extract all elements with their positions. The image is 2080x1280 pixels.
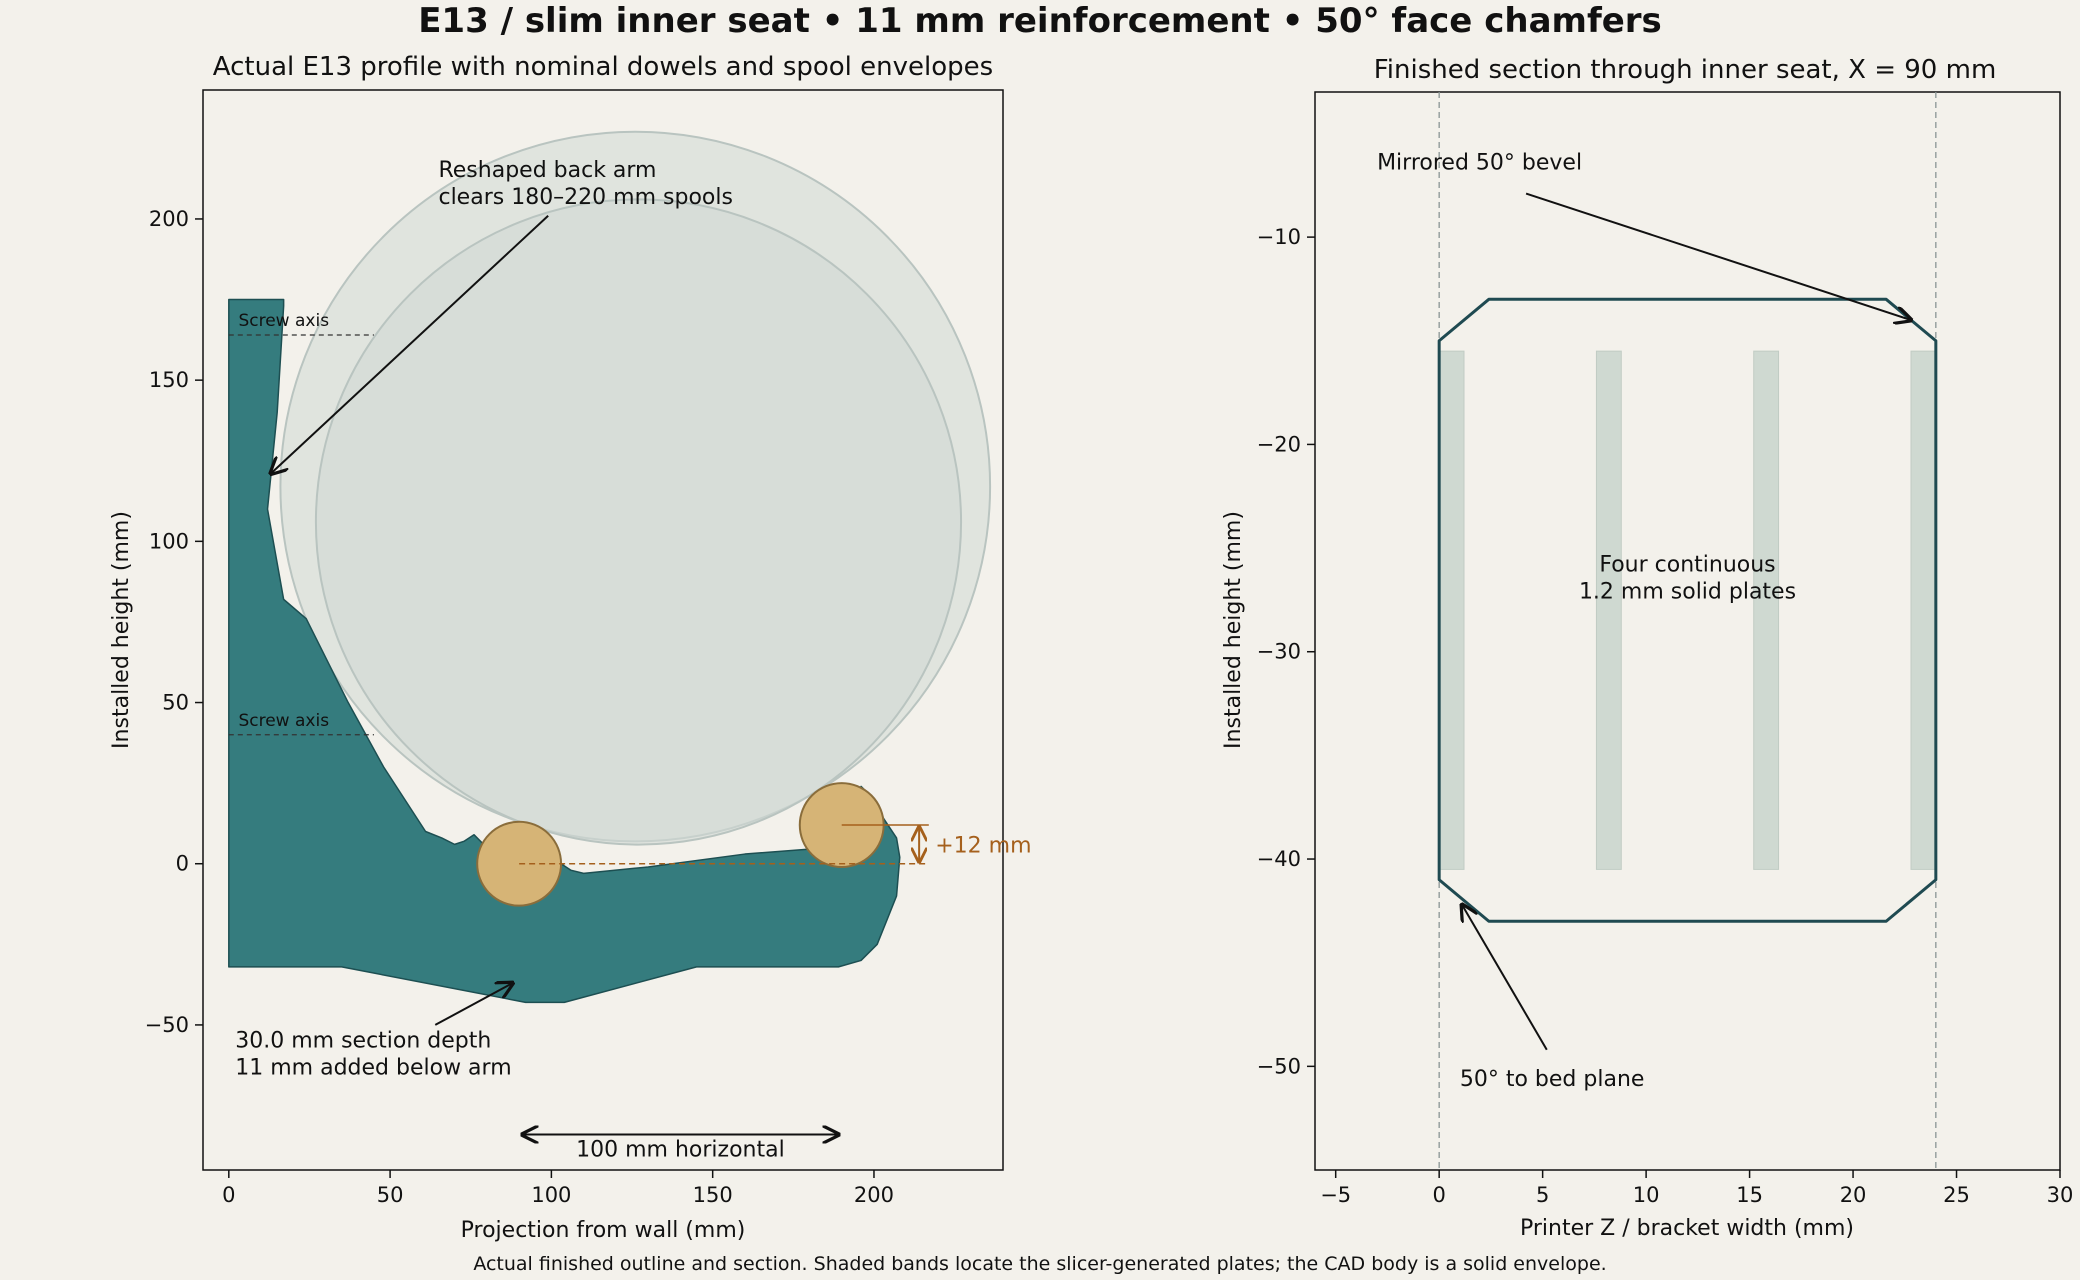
y-tick-label: 100 xyxy=(149,529,189,553)
y-tick-label: 150 xyxy=(149,368,189,392)
x-tick-label: 30 xyxy=(2047,1183,2074,1207)
x-tick-label: −5 xyxy=(1320,1183,1351,1207)
x-tick-label: 150 xyxy=(693,1183,733,1207)
section-depth-arrow xyxy=(434,983,512,1026)
x-tick-label: 200 xyxy=(854,1183,894,1207)
y-tick-label: −40 xyxy=(1257,847,1301,871)
section-depth-note: 30.0 mm section depth xyxy=(235,1028,491,1053)
figure-title: E13 / slim inner seat • 11 mm reinforcem… xyxy=(418,1,1662,41)
bracket-profile xyxy=(228,298,901,1004)
left-panel: Actual E13 profile with nominal dowels a… xyxy=(109,52,1032,1243)
y-tick-label: 200 xyxy=(149,207,189,231)
y-tick-label: −30 xyxy=(1257,640,1301,664)
bevel-note: Mirrored 50° bevel xyxy=(1377,150,1582,175)
screw-axis-label: Screw axis xyxy=(238,711,329,731)
section-outline xyxy=(1437,297,1938,923)
section-depth-note: 11 mm added below arm xyxy=(235,1055,511,1080)
y-tick-label: 50 xyxy=(162,691,189,715)
x-tick-label: 0 xyxy=(222,1183,235,1207)
plates-note: 1.2 mm solid plates xyxy=(1579,580,1796,605)
horizontal-span-label: 100 mm horizontal xyxy=(576,1138,785,1163)
x-tick-label: 50 xyxy=(377,1183,404,1207)
right-panel: Finished section through inner seat, X =… xyxy=(1221,55,2073,1241)
left-xlabel: Projection from wall (mm) xyxy=(461,1218,746,1243)
x-tick-label: 100 xyxy=(531,1183,571,1207)
screw-axis-label: Screw axis xyxy=(238,311,329,331)
back-arm-note: Reshaped back arm xyxy=(438,158,656,183)
y-tick-label: −50 xyxy=(1257,1054,1301,1078)
left-ylabel: Installed height (mm) xyxy=(109,511,134,749)
bed-plane-note: 50° to bed plane xyxy=(1460,1067,1645,1092)
left-plot-area: Screw axis Screw axis +12 mm Reshaped bac… xyxy=(145,130,1032,1207)
y-tick-label: −20 xyxy=(1257,432,1301,456)
y-tick-label: −10 xyxy=(1257,225,1301,249)
bed-plane-arrow xyxy=(1462,905,1548,1051)
x-tick-label: 15 xyxy=(1736,1183,1763,1207)
right-panel-title: Finished section through inner seat, X =… xyxy=(1374,55,1997,85)
solid-plate-band xyxy=(1595,350,1622,870)
x-tick-label: 10 xyxy=(1633,1183,1660,1207)
right-ylabel: Installed height (mm) xyxy=(1221,511,1246,749)
x-tick-label: 25 xyxy=(1943,1183,1970,1207)
back-arm-arrow xyxy=(271,214,549,474)
solid-plate-band xyxy=(1753,350,1780,870)
solid-plate-band xyxy=(1438,350,1465,870)
offset-label: +12 mm xyxy=(935,833,1031,858)
left-panel-title: Actual E13 profile with nominal dowels a… xyxy=(213,52,993,82)
back-arm-note: clears 180–220 mm spools xyxy=(438,185,732,210)
figure-caption: Actual finished outline and section. Sha… xyxy=(473,1253,1606,1275)
y-tick-label: −50 xyxy=(145,1013,189,1037)
right-plot-frame xyxy=(1314,91,2061,1171)
x-tick-label: 0 xyxy=(1432,1183,1445,1207)
right-xlabel: Printer Z / bracket width (mm) xyxy=(1520,1216,1854,1241)
y-tick-label: 0 xyxy=(176,852,189,876)
plates-note: Four continuous xyxy=(1599,553,1775,578)
x-tick-label: 5 xyxy=(1536,1183,1549,1207)
bevel-arrow xyxy=(1525,192,1911,320)
spool-envelope xyxy=(314,198,963,846)
solid-plate-band xyxy=(1910,350,1937,870)
x-tick-label: 20 xyxy=(1840,1183,1867,1207)
left-plot-frame xyxy=(202,89,1004,1171)
